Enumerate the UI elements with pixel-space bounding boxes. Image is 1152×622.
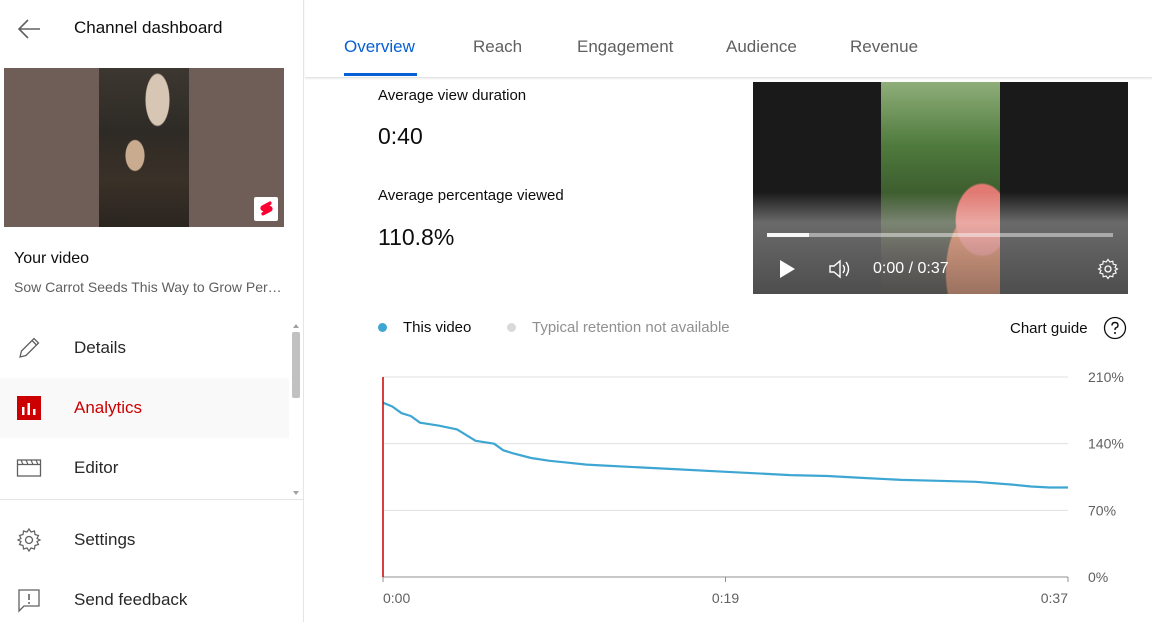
sidebar-item-details[interactable]: Details bbox=[0, 318, 289, 378]
pencil-icon bbox=[16, 335, 42, 361]
sidebar-item-analytics[interactable]: Analytics bbox=[0, 378, 289, 438]
player-progress-fill bbox=[767, 233, 809, 237]
feedback-icon bbox=[16, 587, 42, 613]
clapperboard-icon bbox=[16, 455, 42, 481]
player-controls-overlay bbox=[753, 192, 1128, 294]
player-progress-bar[interactable] bbox=[767, 233, 1113, 237]
legend-this-video[interactable]: This video bbox=[403, 319, 472, 336]
tab-engagement[interactable]: Engagement bbox=[577, 37, 674, 56]
chart-guide-link[interactable]: Chart guide bbox=[1010, 320, 1088, 337]
sidebar-item-send-feedback[interactable]: Send feedback bbox=[0, 570, 289, 622]
x-tick-label: 0:37 bbox=[1041, 590, 1068, 606]
analytics-icon bbox=[16, 395, 42, 421]
scroll-up-icon[interactable] bbox=[293, 324, 299, 328]
player-time: 0:00 / 0:37 bbox=[873, 260, 949, 277]
y-tick-label: 70% bbox=[1088, 502, 1116, 518]
video-player[interactable]: 0:00 / 0:37 bbox=[753, 82, 1128, 294]
avg-percentage-value: 110.8% bbox=[378, 224, 455, 250]
thumbnail-image bbox=[99, 68, 189, 227]
analytics-tabs: Overview Reach Engagement Audience Reven… bbox=[305, 0, 1152, 78]
help-icon[interactable] bbox=[1103, 316, 1127, 340]
video-title: Sow Carrot Seeds This Way to Grow Perfec… bbox=[14, 279, 284, 295]
x-tick-label: 0:19 bbox=[712, 590, 739, 606]
avg-view-duration-label: Average view duration bbox=[378, 87, 527, 104]
sidebar-scrollbar[interactable] bbox=[290, 322, 302, 497]
scroll-thumb[interactable] bbox=[292, 332, 300, 398]
back-arrow-icon[interactable] bbox=[14, 14, 44, 44]
sidebar-item-label: Send feedback bbox=[74, 590, 188, 609]
sidebar-item-label: Settings bbox=[74, 530, 136, 549]
sidebar: Channel dashboard Your video Sow Carrot … bbox=[0, 0, 304, 622]
gear-icon bbox=[16, 527, 42, 553]
tab-audience[interactable]: Audience bbox=[726, 37, 797, 56]
y-tick-label: 140% bbox=[1088, 436, 1124, 452]
series-line-this-video bbox=[382, 401, 1068, 489]
legend-this-video-dot bbox=[378, 323, 387, 332]
scroll-down-icon[interactable] bbox=[293, 491, 299, 495]
retention-chart[interactable]: 0% 70% 140% 210% 0:00 0:19 0:37 bbox=[370, 360, 1140, 615]
sidebar-item-label: Editor bbox=[74, 458, 119, 477]
legend-typical-dot bbox=[507, 323, 516, 332]
player-settings-icon[interactable] bbox=[1097, 258, 1119, 280]
tab-reach[interactable]: Reach bbox=[473, 37, 523, 56]
sidebar-item-label: Analytics bbox=[74, 398, 143, 417]
sidebar-item-settings[interactable]: Settings bbox=[0, 510, 289, 570]
video-thumbnail[interactable] bbox=[4, 68, 284, 227]
your-video-label: Your video bbox=[14, 250, 90, 267]
y-tick-label: 210% bbox=[1088, 369, 1124, 385]
sidebar-item-label: Details bbox=[74, 338, 126, 357]
shorts-icon bbox=[254, 197, 278, 221]
sidebar-item-editor[interactable]: Editor bbox=[0, 438, 289, 498]
play-icon[interactable] bbox=[777, 258, 797, 280]
tab-active-indicator bbox=[344, 73, 417, 76]
avg-view-duration-value: 0:40 bbox=[378, 123, 423, 149]
sidebar-header: Channel dashboard bbox=[0, 0, 303, 58]
sidebar-title: Channel dashboard bbox=[74, 18, 223, 37]
tab-revenue[interactable]: Revenue bbox=[850, 37, 919, 56]
avg-percentage-label: Average percentage viewed bbox=[378, 187, 564, 204]
volume-icon[interactable] bbox=[828, 258, 854, 280]
tab-overview[interactable]: Overview bbox=[344, 37, 415, 56]
x-tick-label: 0:00 bbox=[383, 590, 410, 606]
nav-divider bbox=[0, 499, 303, 500]
legend-typical: Typical retention not available bbox=[532, 319, 730, 336]
y-tick-label: 0% bbox=[1088, 569, 1108, 585]
